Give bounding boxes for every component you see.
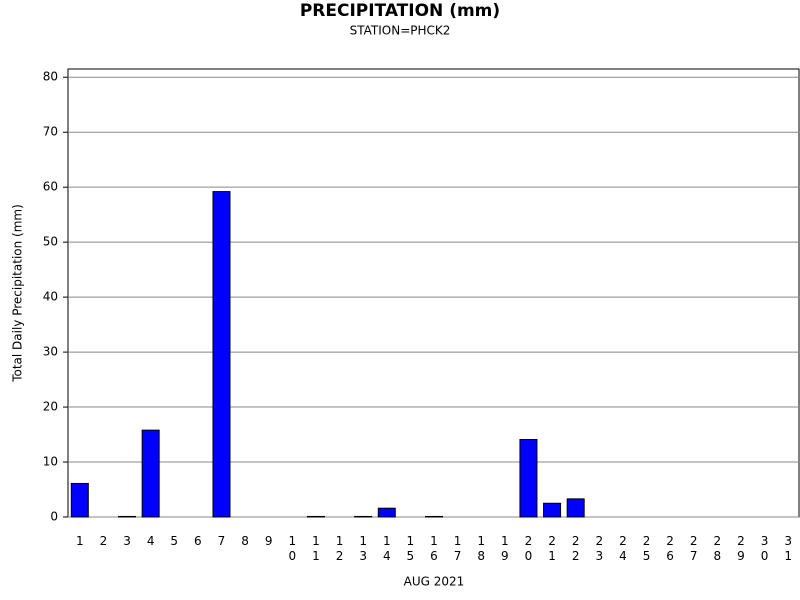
- bar: [566, 498, 585, 518]
- x-tick-label: 10: [288, 534, 297, 563]
- x-tick-label: 14: [382, 534, 391, 563]
- x-tick-label: 7: [217, 534, 226, 548]
- x-tick-label: 20: [524, 534, 533, 563]
- x-tick-label: 31: [784, 534, 792, 563]
- x-axis-label: AUG 2021: [404, 575, 465, 589]
- bar: [306, 515, 325, 518]
- bar: [212, 191, 231, 518]
- x-tick-label: 12: [335, 534, 344, 563]
- x-tick-label: 27: [689, 534, 698, 563]
- y-tick-label: 60: [43, 180, 58, 194]
- x-tick-label: 3: [123, 534, 131, 548]
- x-tick-label: 17: [453, 534, 462, 563]
- bar: [354, 515, 373, 518]
- y-axis-label: Total Daily Precipitation (mm): [11, 204, 25, 383]
- x-tick-label: 2: [99, 534, 108, 548]
- y-tick-label: 70: [43, 125, 58, 139]
- x-tick-label: 28: [713, 534, 722, 563]
- y-tick-label: 10: [43, 455, 58, 469]
- x-tick-label: 6: [194, 534, 202, 548]
- x-tick-label: 11: [312, 534, 320, 563]
- bar: [377, 507, 396, 518]
- plot-frame: [67, 68, 800, 518]
- bar: [519, 438, 538, 518]
- x-tick-label: 23: [595, 534, 604, 563]
- x-tick-label: 5: [170, 534, 179, 548]
- bar: [118, 515, 137, 518]
- x-tick-label: 22: [571, 534, 580, 563]
- y-tick-label: 50: [43, 235, 58, 249]
- x-tick-label: 9: [264, 534, 273, 548]
- chart-title: PRECIPITATION (mm): [300, 1, 500, 21]
- y-tick-label: 80: [43, 70, 58, 84]
- x-tick-label: 1: [75, 534, 84, 548]
- x-tick-label: 15: [406, 534, 415, 563]
- y-tick-label: 30: [43, 345, 58, 359]
- x-tick-label: 21: [548, 534, 556, 563]
- bar: [141, 429, 160, 518]
- x-tick-label: 30: [760, 534, 769, 563]
- x-tick-label: 19: [501, 534, 509, 563]
- x-tick-label: 13: [359, 534, 367, 563]
- y-tick-label: 0: [50, 510, 58, 524]
- x-tick-label: 18: [477, 534, 486, 563]
- x-tick-label: 16: [430, 534, 438, 563]
- x-tick-label: 4: [146, 534, 155, 548]
- y-tick-label: 20: [43, 400, 58, 414]
- x-tick-label: 26: [666, 534, 674, 563]
- bar: [425, 515, 443, 518]
- chart-subtitle: STATION=PHCK2: [350, 24, 451, 38]
- bar: [543, 502, 562, 518]
- x-tick-label: 29: [737, 534, 745, 563]
- x-tick-label: 8: [241, 534, 249, 548]
- bar: [70, 482, 89, 518]
- y-tick-label: 40: [43, 290, 58, 304]
- x-tick-label: 24: [619, 534, 627, 563]
- x-tick-label: 25: [642, 534, 651, 563]
